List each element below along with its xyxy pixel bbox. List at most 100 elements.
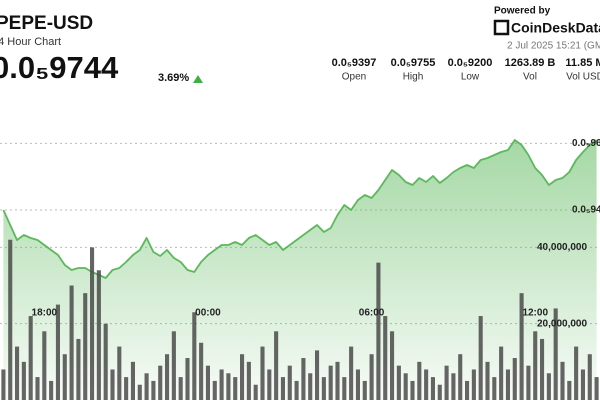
volume-bar (171, 331, 176, 400)
volume-bar (546, 373, 551, 400)
volume-bar (505, 369, 510, 400)
volume-bar (137, 384, 142, 400)
brand: CoinDeskData (511, 20, 600, 36)
volume-bar (117, 346, 122, 400)
volume-bar (185, 358, 190, 400)
volume-bar (349, 346, 354, 400)
volume-bar (410, 380, 415, 400)
volume-bar (369, 354, 374, 400)
y-tick-label: 0.0₅940 (572, 205, 600, 216)
volume-bar (430, 377, 435, 400)
change: 3.69% (158, 72, 189, 84)
volume-bar (519, 293, 524, 400)
volume-bar (280, 377, 285, 400)
volume-bar (35, 377, 40, 400)
volume-bar (301, 358, 306, 400)
volume-bar (390, 331, 395, 400)
volume-bar (21, 361, 26, 400)
x-tick-label: 06:00 (359, 308, 385, 319)
volume-bar (342, 377, 347, 400)
stat-label: Low (461, 72, 480, 83)
volume-bar (124, 377, 129, 400)
price: 0.0₅9744 (0, 50, 119, 85)
volume-bar (274, 331, 279, 400)
y2-tick-label: 40,000,000 (537, 242, 587, 253)
volume-bar (396, 365, 401, 400)
volume-bar (492, 377, 497, 400)
volume-bar (240, 354, 245, 400)
stat-value: 0.0₅9755 (391, 57, 436, 69)
volume-bar (287, 365, 292, 400)
symbol: PEPE-USD (0, 13, 93, 34)
volume-bar (96, 270, 101, 400)
header: PEPE-USD 24 Hour Chart 0.0₅9744 3.69% Po… (0, 6, 600, 86)
volume-bar (383, 316, 388, 400)
volume-bar (76, 338, 81, 400)
volume-bar (42, 331, 47, 400)
volume-bar (205, 365, 210, 400)
y2-tick-label: 20,000,000 (537, 318, 587, 329)
stat-label: High (403, 72, 424, 83)
volume-bar (294, 380, 299, 400)
volume-bar (560, 361, 565, 400)
volume-bar (478, 316, 483, 400)
volume-bar (165, 354, 170, 400)
volume-bar (458, 354, 463, 400)
volume-bar (315, 350, 320, 400)
volume-bar (62, 354, 67, 400)
volume-bar (219, 369, 224, 400)
volume-bar (587, 354, 592, 400)
volume-bar (526, 365, 531, 400)
volume-bar (308, 373, 313, 400)
volume-bar (8, 239, 13, 400)
volume-bar (512, 358, 517, 400)
stat-value: 11.85 M (565, 57, 600, 69)
volume-bar (321, 377, 326, 400)
up-arrow (193, 75, 203, 83)
volume-bar (444, 365, 449, 400)
x-tick-label: 00:00 (195, 308, 221, 319)
volume-bar (471, 369, 476, 400)
volume-bar (28, 316, 33, 400)
volume-bar (253, 384, 258, 400)
volume-bar (130, 361, 135, 400)
volume-bar (267, 369, 272, 400)
volume-bar (103, 323, 108, 400)
stat-label: Vol USD (566, 72, 600, 83)
volume-bar (567, 380, 572, 400)
volume-bar (451, 373, 456, 400)
volume-bar (499, 346, 504, 400)
volume-bar (55, 304, 60, 400)
volume-bar (192, 312, 197, 400)
volume-bar (144, 373, 149, 400)
volume-bar (151, 380, 156, 400)
volume-bar (376, 262, 381, 400)
volume-bar (260, 346, 265, 400)
volume-bar (69, 285, 74, 400)
volume-bar (403, 373, 408, 400)
volume-bar (246, 361, 251, 400)
volume-bar (553, 308, 558, 400)
stat-label: Open (342, 72, 366, 83)
volume-bar (83, 293, 88, 400)
volume-bar (355, 369, 360, 400)
brand-logo (493, 19, 510, 36)
price-area (3, 140, 597, 400)
x-tick-label: 12:00 (522, 308, 548, 319)
stat-value: 0.0₅9200 (448, 57, 493, 69)
volume-bar (424, 369, 429, 400)
volume-bar (15, 346, 20, 400)
volume-bar (226, 373, 231, 400)
volume-bar (49, 380, 54, 400)
volume-bar (417, 361, 422, 400)
powered-by: Powered by (494, 6, 551, 17)
volume-bar (233, 377, 238, 400)
volume-bar (158, 365, 163, 400)
timestamp: 2 Jul 2025 15:21 (GMT) (507, 41, 600, 52)
volume-bars (1, 239, 599, 400)
volume-bar (1, 369, 6, 400)
volume-bar (178, 377, 183, 400)
volume-bar (533, 331, 538, 400)
